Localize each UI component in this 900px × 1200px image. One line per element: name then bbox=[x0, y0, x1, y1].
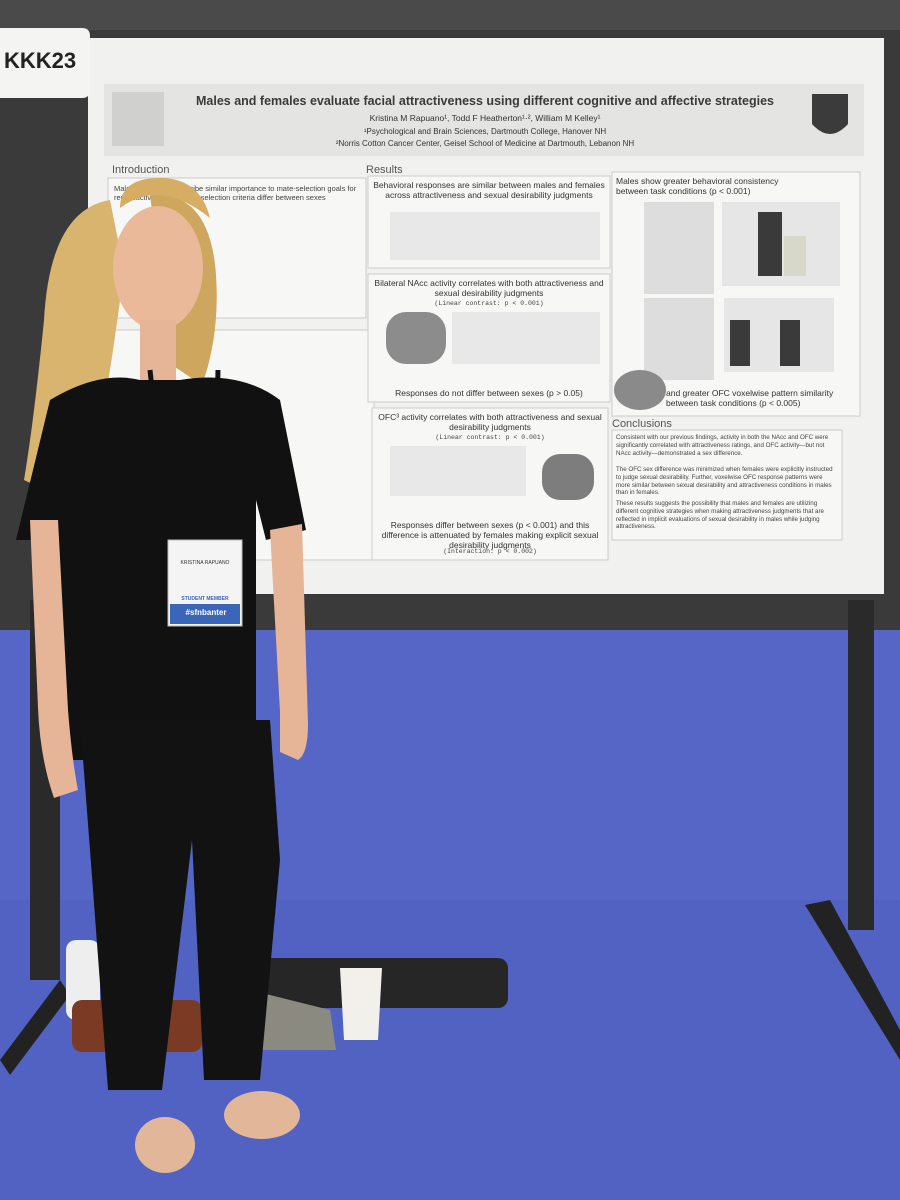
results-stat: (Linear contrast: p < 0.001) bbox=[434, 300, 544, 307]
figure-bar bbox=[780, 320, 800, 366]
lanyard bbox=[147, 369, 221, 541]
conclusion-text: These results suggests the possibility t… bbox=[616, 500, 824, 531]
consistency-footer: and greater OFC voxelwise pattern simila… bbox=[666, 388, 834, 409]
figure-placeholder bbox=[644, 298, 714, 380]
arm bbox=[270, 524, 308, 760]
conclusions-panel bbox=[611, 429, 843, 541]
figure-placeholder bbox=[452, 312, 600, 364]
poster-tube bbox=[258, 958, 508, 1008]
badge-name: KRISTINA RAPUANO bbox=[180, 560, 230, 566]
brain-image bbox=[614, 370, 666, 410]
poster-title-bar bbox=[104, 84, 864, 156]
board-leg bbox=[848, 600, 874, 930]
badge-type: STUDENT MEMBER bbox=[181, 596, 229, 602]
figure-placeholder bbox=[644, 202, 714, 294]
figure-bar bbox=[784, 236, 806, 276]
figure-bar bbox=[730, 320, 750, 366]
figure-placeholder bbox=[390, 212, 600, 260]
board-foot bbox=[805, 900, 900, 1060]
figure-bar bbox=[758, 212, 782, 276]
board-top bbox=[0, 0, 900, 30]
badge-footer bbox=[170, 604, 240, 624]
figure-placeholder bbox=[390, 446, 526, 496]
booth-tag bbox=[0, 28, 90, 98]
poster-title: Males and females evaluate facial attrac… bbox=[196, 94, 774, 108]
board-foot bbox=[0, 980, 70, 1075]
results-stat: (Linear contrast: p < 0.001) bbox=[435, 434, 545, 441]
brain-image bbox=[386, 312, 446, 364]
shoe bbox=[224, 1091, 300, 1139]
dartmouth-seal bbox=[112, 92, 164, 146]
pants bbox=[80, 720, 280, 1090]
results-headline: Behavioral responses are similar between… bbox=[373, 180, 605, 201]
poster-affiliation: ¹Psychological and Brain Sciences, Dartm… bbox=[363, 127, 607, 136]
results-footer: Responses differ between sexes (p < 0.00… bbox=[381, 520, 599, 551]
hair bbox=[120, 178, 210, 218]
poster-authors: Kristina M Rapuano¹, Todd F Heatherton¹·… bbox=[369, 113, 601, 123]
section-heading: Conclusions bbox=[612, 418, 672, 430]
cloth bbox=[250, 990, 336, 1050]
conclusion-text: Consistent with our previous findings, a… bbox=[616, 434, 829, 457]
face bbox=[113, 206, 203, 330]
results-headline: Bilateral NAcc activity correlates with … bbox=[374, 278, 604, 299]
section-heading: Introduction bbox=[112, 164, 170, 176]
arm bbox=[30, 520, 78, 798]
shoe bbox=[135, 1117, 195, 1173]
section-heading: Results bbox=[366, 164, 403, 176]
coffee-cup bbox=[340, 968, 382, 1040]
results-stat: (Interaction: p < 0.002) bbox=[443, 548, 537, 555]
neck bbox=[140, 320, 176, 380]
consistency-headline: Males show greater behavioral consistenc… bbox=[616, 176, 779, 197]
intro-text: Males and females ascribe similar import… bbox=[114, 184, 357, 202]
results-headline: OFC³ activity correlates with both attra… bbox=[378, 412, 602, 433]
geisel-shield bbox=[812, 94, 848, 134]
conclusion-text: The OFC sex difference was minimized whe… bbox=[616, 466, 833, 497]
brain-image bbox=[542, 454, 594, 500]
results-footer: Responses do not differ between sexes (p… bbox=[395, 388, 583, 398]
poster-affiliation: ²Norris Cotton Cancer Center, Geisel Sch… bbox=[335, 139, 635, 148]
top bbox=[16, 377, 306, 760]
badge-hashtag: #sfnbanter bbox=[185, 608, 227, 617]
booth-label: KKK23 bbox=[4, 48, 77, 73]
